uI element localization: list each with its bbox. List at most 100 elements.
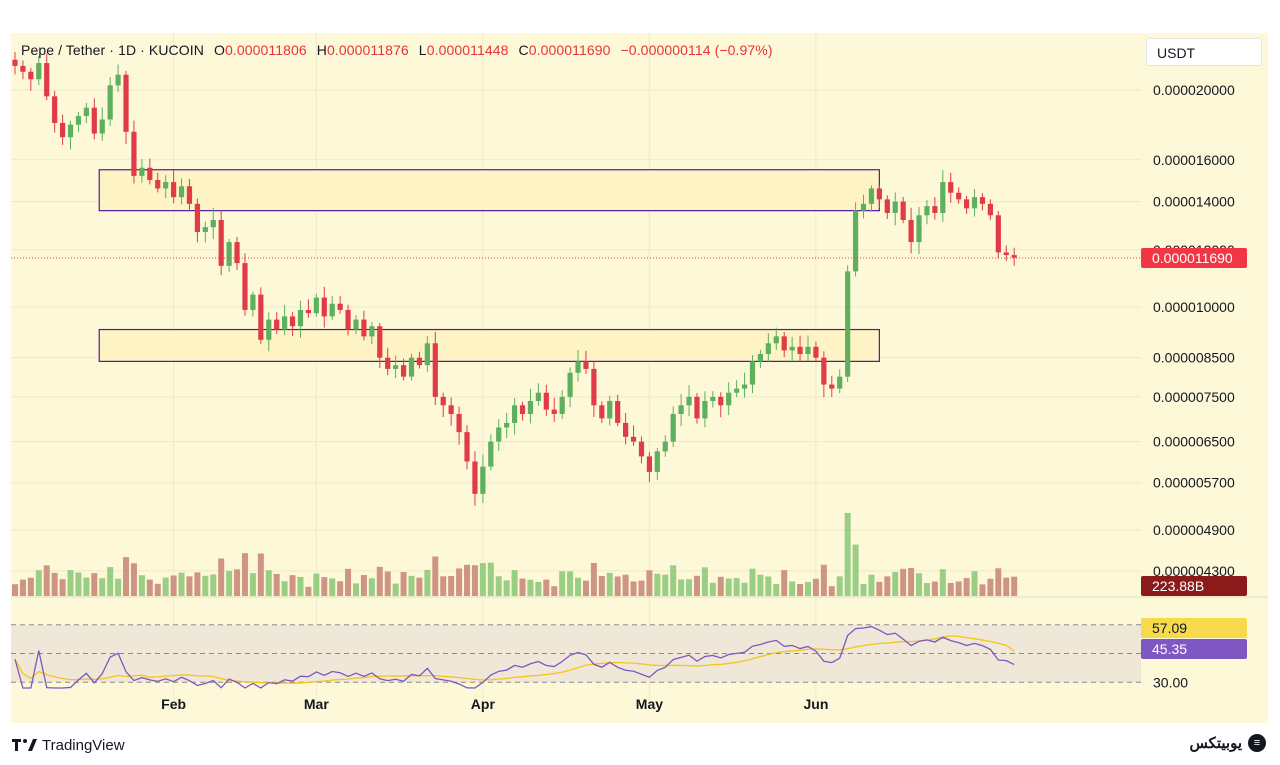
candle-down bbox=[361, 319, 367, 337]
sr-zone-box bbox=[98, 328, 880, 362]
candle-down bbox=[44, 63, 50, 97]
candle-down bbox=[448, 405, 454, 414]
candle-up bbox=[202, 227, 208, 233]
volume-bar bbox=[194, 572, 201, 596]
candle-down bbox=[900, 201, 906, 220]
volume-bar bbox=[622, 574, 629, 596]
candle-up bbox=[741, 384, 748, 389]
candle-up bbox=[670, 413, 676, 442]
volume-bar bbox=[241, 553, 248, 596]
volume-bar bbox=[733, 578, 740, 596]
volume-bar bbox=[234, 569, 241, 596]
candle-down bbox=[813, 346, 819, 358]
candle-down bbox=[964, 199, 970, 209]
candle-up bbox=[837, 376, 843, 389]
candle-up bbox=[210, 219, 216, 228]
legend-low-value: 0.000011448 bbox=[426, 42, 509, 58]
volume-bar bbox=[947, 583, 954, 596]
volume-bar bbox=[646, 570, 653, 596]
volume-bar bbox=[479, 563, 486, 596]
candle-up bbox=[36, 63, 42, 80]
volume-bar bbox=[218, 558, 225, 596]
candle-up bbox=[83, 107, 89, 117]
volume-bar bbox=[440, 576, 447, 596]
volume-bar bbox=[749, 568, 756, 596]
rsi-value-tag-bg bbox=[1141, 639, 1247, 659]
candle-up bbox=[488, 441, 494, 467]
legend-high-value: 0.000011876 bbox=[326, 42, 409, 58]
volume-tag: 223.88B bbox=[1152, 578, 1204, 594]
volume-bar bbox=[123, 557, 130, 596]
chart-panel[interactable]: Feb Mar Apr May Jun 0.000020000 0.000016000 0.0… bbox=[11, 33, 1268, 723]
volume-bar bbox=[130, 563, 137, 596]
volume-bar bbox=[138, 575, 145, 596]
volume-bar bbox=[955, 581, 962, 596]
volume-bar bbox=[892, 571, 899, 596]
candle-down bbox=[464, 432, 470, 462]
candle-down bbox=[1003, 252, 1009, 256]
candle-up bbox=[67, 124, 74, 138]
volume-bar bbox=[448, 575, 455, 596]
candle-up bbox=[369, 326, 375, 337]
candle-down bbox=[797, 346, 803, 355]
currency-selector[interactable]: USDT bbox=[1146, 38, 1262, 66]
volume-bar bbox=[273, 573, 280, 596]
volume-bar bbox=[678, 579, 685, 596]
watermark-logo-icon: ≡ bbox=[1248, 734, 1266, 752]
candle-down bbox=[623, 422, 629, 437]
volume-bar bbox=[313, 573, 320, 596]
x-tick-label: Mar bbox=[304, 696, 329, 712]
tradingview-brand[interactable]: TradingView bbox=[12, 736, 125, 754]
candle-down bbox=[194, 203, 200, 233]
volume-bar bbox=[519, 578, 526, 596]
volume-bar bbox=[329, 578, 336, 596]
volume-bar bbox=[146, 579, 153, 596]
last-price-tag-bg bbox=[1141, 247, 1247, 268]
y-tick-label: 0.000010000 bbox=[1153, 299, 1235, 315]
candle-up bbox=[297, 309, 304, 327]
candle-up bbox=[757, 354, 764, 362]
volume-bar bbox=[670, 565, 677, 596]
candle-down bbox=[519, 405, 526, 414]
candle-down bbox=[321, 297, 327, 317]
candle-down bbox=[543, 392, 549, 410]
volume-bar bbox=[432, 556, 439, 596]
volume-bar bbox=[511, 570, 518, 596]
volume-bar bbox=[638, 580, 645, 596]
volume-bar bbox=[297, 576, 304, 596]
volume-bar bbox=[59, 579, 66, 596]
y-tick-label: 0.000004900 bbox=[1153, 522, 1235, 538]
candle-down bbox=[551, 409, 557, 414]
legend-close-label: C bbox=[518, 42, 529, 58]
candle-up bbox=[75, 116, 82, 125]
candle-down bbox=[615, 401, 621, 423]
candle-up bbox=[424, 343, 430, 366]
legend-open-value: 0.000011806 bbox=[224, 42, 307, 58]
y-tick-label: 0.000004300 bbox=[1153, 563, 1235, 579]
volume-bar bbox=[923, 583, 930, 596]
candle-down bbox=[979, 197, 986, 204]
volume-bar bbox=[170, 575, 177, 596]
candle-up bbox=[250, 294, 256, 310]
volume-bar bbox=[249, 573, 256, 596]
volume-bar bbox=[741, 582, 748, 596]
volume-bar bbox=[757, 574, 764, 596]
legend-change: −0.000000114 (−0.97%) bbox=[620, 42, 773, 58]
volume-bar bbox=[725, 578, 732, 596]
candle-up bbox=[266, 319, 272, 340]
volume-bar bbox=[836, 576, 843, 596]
volume-bar bbox=[876, 581, 883, 596]
chart-canvas[interactable]: Feb Mar Apr May Jun 0.000020000 0.000016000 0.0… bbox=[11, 33, 1268, 723]
candle-up bbox=[313, 297, 319, 314]
candle-up bbox=[860, 203, 867, 211]
candle-down bbox=[646, 456, 652, 472]
legend-low-label: L bbox=[418, 42, 427, 58]
volume-bar bbox=[178, 572, 185, 596]
volume-bar bbox=[551, 586, 558, 596]
volume-bar bbox=[471, 565, 478, 596]
candle-up bbox=[805, 346, 811, 355]
candle-up bbox=[749, 361, 756, 385]
candle-up bbox=[353, 319, 359, 330]
volume-bar bbox=[345, 568, 352, 596]
volume-bar bbox=[384, 571, 391, 596]
